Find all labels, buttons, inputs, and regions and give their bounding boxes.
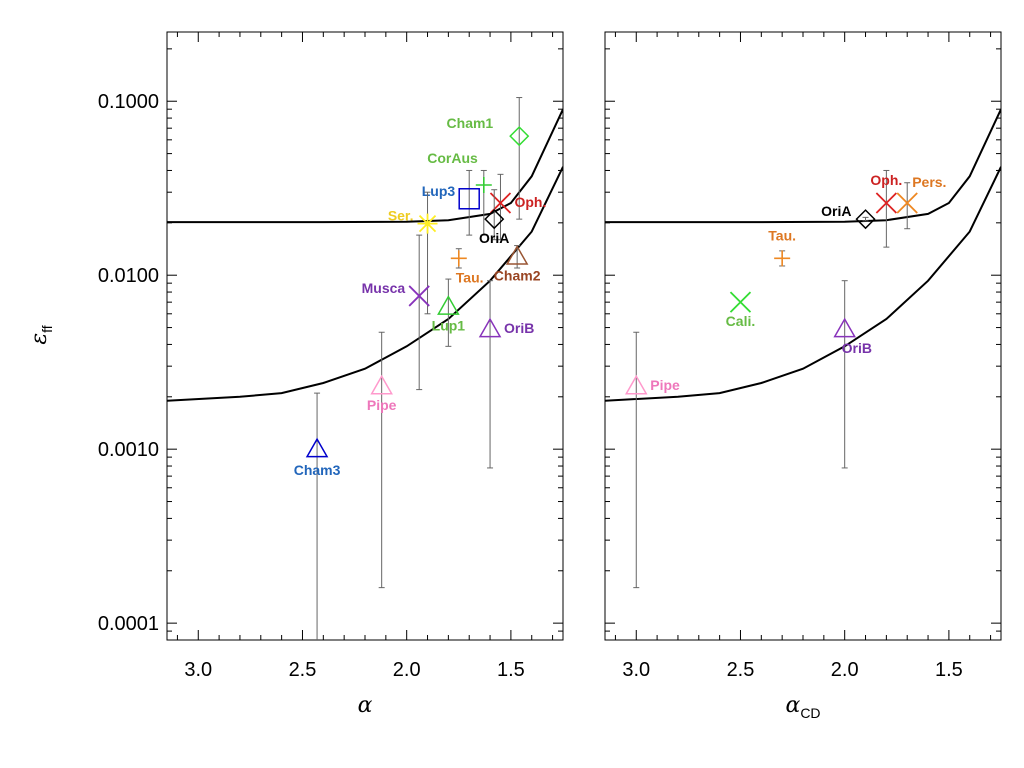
diamond-marker: [509, 126, 530, 147]
x-marker: [729, 291, 752, 313]
point-label: Pipe: [367, 397, 397, 413]
point-label: Tau.: [456, 269, 484, 285]
square-marker: [458, 188, 480, 210]
right-point-tau: Tau.: [768, 227, 796, 267]
right-point-pipe: Pipe: [624, 331, 680, 589]
point-label: Ser.: [388, 208, 414, 224]
left-xtick-label: 3.0: [184, 659, 212, 681]
left-xtick-label: 2.0: [393, 659, 421, 681]
right-xtick-label: 2.0: [831, 659, 859, 681]
panel-left: 0.0001 0.0010 0.0100 0.1000 3.0 2.5 2.0 1.5 Cham…: [98, 31, 564, 681]
left-xtick-label: 2.5: [289, 659, 317, 681]
xlabel-right: αCD: [785, 693, 820, 721]
right-axes-frame: [604, 31, 1002, 641]
right-point-pers: Pers.: [896, 174, 946, 230]
left-curve-upper: [167, 108, 563, 224]
xlabel-right-sub: CD: [800, 705, 820, 721]
left-point-lup1: Lup1: [432, 278, 466, 347]
xlabel-left: α: [358, 693, 373, 718]
ylabel-left: εff: [27, 325, 55, 344]
point-label: Musca: [362, 280, 406, 296]
plus-marker: [450, 250, 467, 267]
triangle-marker: [305, 437, 329, 458]
ylabel-sub: ff: [39, 325, 55, 333]
plus-marker: [475, 176, 492, 193]
right-point-oph: Oph.: [870, 169, 902, 248]
right-xtick-label: 3.0: [622, 659, 650, 681]
left-point-oria: OriA: [479, 189, 509, 246]
plus-marker: [774, 250, 791, 267]
left-point-tau: Tau.: [450, 248, 484, 285]
point-label: OriB: [842, 340, 872, 356]
right-curve-lower: [605, 166, 1001, 402]
triangle-marker: [833, 317, 856, 338]
point-label: OriB: [504, 320, 534, 336]
point-label: Lup3: [422, 183, 456, 199]
triangle-marker: [624, 374, 648, 395]
xlabel-right-main: α: [785, 693, 800, 718]
triangle-marker: [437, 295, 460, 315]
diamond-marker: [484, 209, 505, 230]
left-point-coraus: CorAus: [427, 150, 492, 236]
right-curve-upper: [605, 108, 1001, 224]
right-xtick-label: 1.5: [935, 659, 963, 681]
right-point-oria: OriA: [821, 203, 876, 230]
point-label: Cham2: [494, 268, 541, 284]
triangle-marker: [478, 317, 502, 338]
point-label: Cali.: [726, 313, 756, 329]
axis-labels: εff α αCD: [27, 325, 821, 721]
left-xtick-label: 1.5: [497, 659, 525, 681]
panel-right: 3.0 2.5 2.0 1.5 Oph. Pers. OriA Tau. Cali. OriB Pi…: [604, 31, 1002, 681]
triangle-marker: [505, 245, 529, 265]
left-point-cham3: Cham3: [294, 392, 341, 640]
left-ytick-label: 0.0100: [98, 265, 159, 287]
left-point-cham2: Cham2: [494, 245, 541, 284]
left-point-orib: OriB: [478, 280, 534, 469]
right-point-cali: Cali.: [726, 291, 756, 329]
point-label: Oph.: [514, 194, 546, 210]
right-point-orib: OriB: [833, 280, 872, 469]
x-marker: [875, 192, 898, 214]
left-point-musca: Musca: [362, 234, 430, 391]
diamond-marker: [855, 209, 876, 230]
point-label: Cham3: [294, 462, 341, 478]
point-label: Pipe: [650, 377, 680, 393]
left-ytick-label: 0.0001: [98, 613, 159, 635]
x-marker: [408, 285, 430, 307]
left-point-oph: Oph.: [489, 173, 546, 241]
point-label: OriA: [479, 230, 509, 246]
right-xtick-label: 2.5: [727, 659, 755, 681]
point-label: CorAus: [427, 150, 478, 166]
left-ytick-label: 0.1000: [98, 91, 159, 113]
point-label: Pers.: [912, 174, 946, 190]
left-point-pipe: Pipe: [367, 331, 397, 589]
ylabel-main: ε: [27, 333, 52, 345]
triangle-marker: [370, 374, 393, 395]
left-point-lup3: Lup3: [422, 169, 480, 236]
left-ytick-label: 0.0010: [98, 439, 159, 461]
x-marker: [896, 192, 918, 214]
left-point-cham1: Cham1: [447, 97, 530, 220]
point-label: Lup1: [432, 318, 466, 334]
point-label: Cham1: [447, 115, 494, 131]
point-label: Tau.: [768, 227, 796, 243]
point-label: Oph.: [870, 172, 902, 188]
left-point-ser: Ser.: [388, 191, 438, 315]
point-label: OriA: [821, 203, 851, 219]
asterisk-marker: [417, 213, 438, 234]
